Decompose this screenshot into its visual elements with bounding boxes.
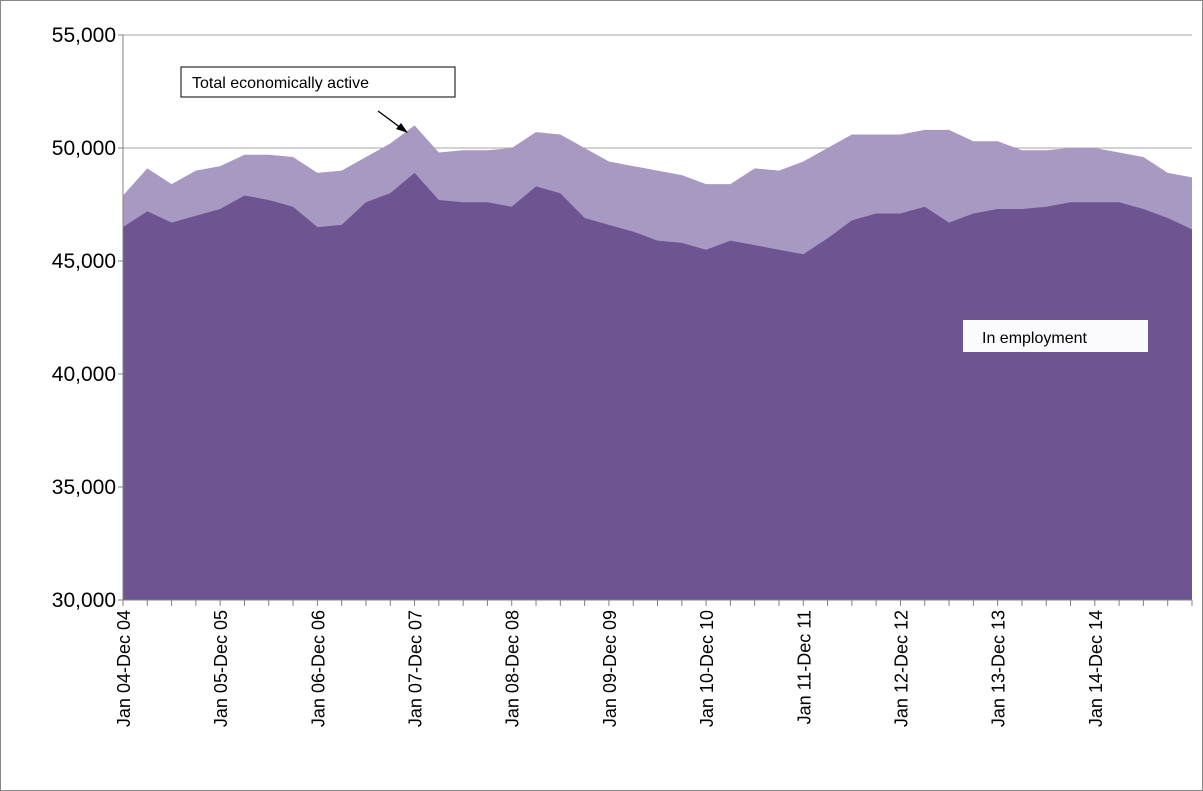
x-tick-label: Jan 14-Dec 14 xyxy=(1086,610,1106,727)
annotation-employment-label: In employment xyxy=(982,330,1087,347)
x-tick-label: Jan 12-Dec 12 xyxy=(891,610,911,727)
y-tick-label: 40,000 xyxy=(52,363,116,386)
x-tick-label: Jan 06-Dec 06 xyxy=(308,610,328,727)
x-axis-tick-labels: Jan 04-Dec 04 Jan 05-Dec 05 Jan 06-Dec 06 J… xyxy=(114,610,1106,727)
x-tick-label: Jan 04-Dec 04 xyxy=(114,610,134,727)
axes xyxy=(118,34,1193,606)
x-tick-label: Jan 11-Dec 11 xyxy=(794,610,814,724)
x-tick-label: Jan 10-Dec 10 xyxy=(697,610,717,727)
y-tick-label: 45,000 xyxy=(52,250,116,273)
x-tick-label: Jan 05-Dec 05 xyxy=(211,610,231,727)
y-tick-label: 55,000 xyxy=(52,24,116,47)
plot-areas xyxy=(123,125,1192,601)
y-tick-label: 35,000 xyxy=(52,476,116,499)
annotation-total-label: Total economically active xyxy=(192,75,369,92)
x-tick-label: Jan 08-Dec 08 xyxy=(503,610,523,727)
annotation-total-economically-active: Total economically active xyxy=(180,66,456,133)
x-tick-label: Jan 13-Dec 13 xyxy=(989,610,1009,727)
arrow-head-icon xyxy=(396,123,408,133)
y-tick-label: 50,000 xyxy=(52,137,116,160)
series-area-in-employment xyxy=(123,172,1192,601)
x-tick-label: Jan 09-Dec 09 xyxy=(600,610,620,727)
annotation-box xyxy=(963,320,1148,352)
y-axis-tick-labels: 30,000 35,000 40,000 45,000 50,000 55,000 xyxy=(52,24,116,612)
annotation-box xyxy=(180,66,456,98)
x-tick-label: Jan 07-Dec 07 xyxy=(406,610,426,727)
annotation-in-employment: In employment xyxy=(963,320,1148,352)
y-tick-label: 30,000 xyxy=(52,589,116,612)
